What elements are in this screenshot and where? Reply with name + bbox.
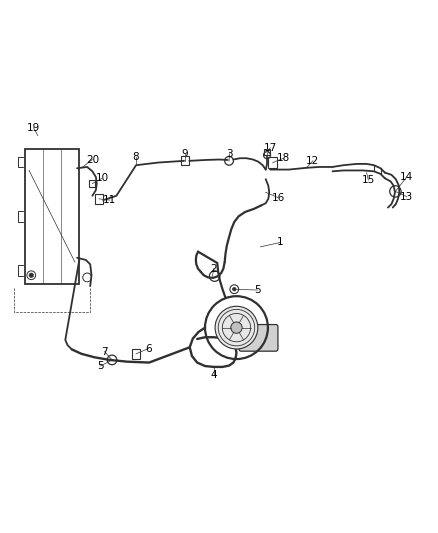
Text: 4: 4 [210,370,217,380]
Text: 20: 20 [86,155,99,165]
Text: 12: 12 [306,156,319,166]
Text: 15: 15 [362,175,375,185]
Text: 10: 10 [95,173,109,183]
Text: 5: 5 [97,361,103,371]
Text: 17: 17 [264,143,277,153]
Text: 3: 3 [226,149,233,159]
Text: 9: 9 [182,149,188,159]
Circle shape [29,273,33,277]
Text: 14: 14 [400,172,413,182]
Text: 13: 13 [400,192,413,201]
Circle shape [233,287,236,291]
Text: 19: 19 [27,123,40,133]
Text: 7: 7 [101,346,108,357]
Text: 5: 5 [254,285,261,295]
Text: 16: 16 [271,192,285,203]
FancyBboxPatch shape [239,325,278,351]
Text: 6: 6 [145,344,152,353]
Circle shape [215,306,258,349]
Text: 18: 18 [277,153,290,163]
Text: 1: 1 [277,238,283,247]
Text: 8: 8 [133,152,139,163]
Text: 11: 11 [103,195,117,205]
Text: 2: 2 [210,264,217,273]
Circle shape [231,322,242,333]
